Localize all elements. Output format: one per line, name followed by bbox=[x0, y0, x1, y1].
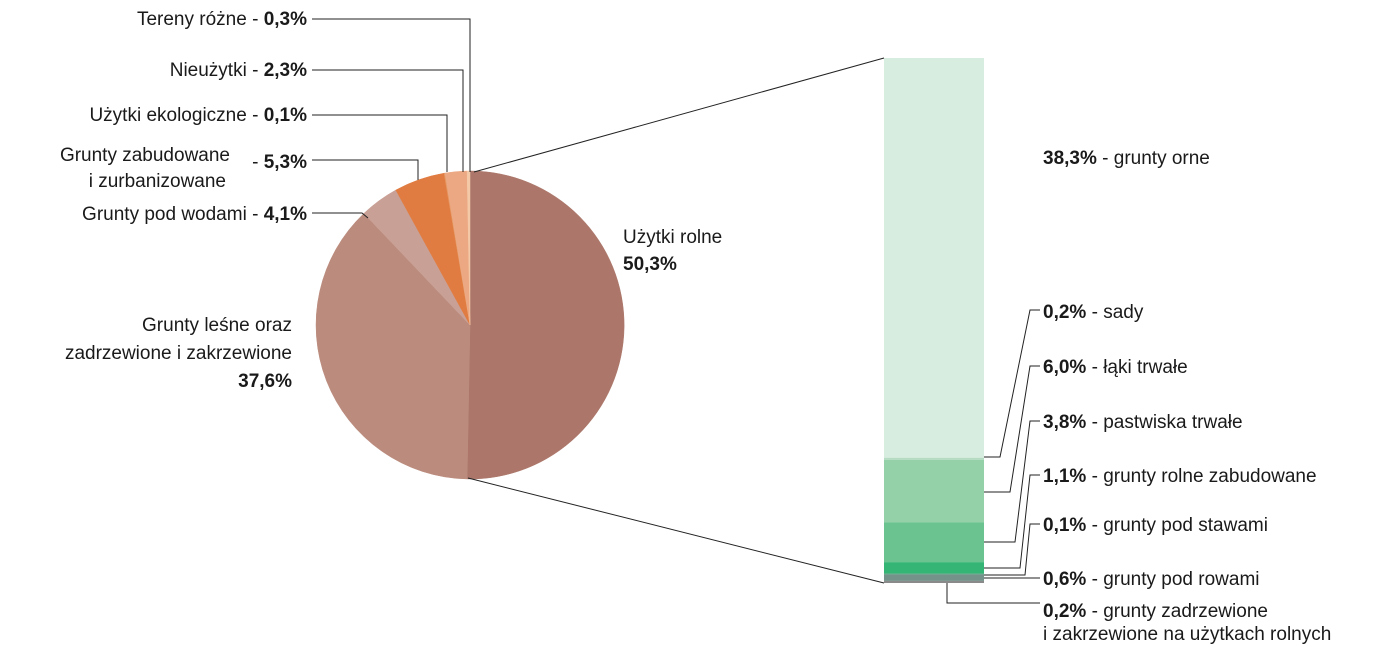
label-nieuzytki: Nieużytki - 2,3% bbox=[170, 60, 307, 81]
leader-pastwiska bbox=[984, 420, 1040, 543]
label-grunty-rolne-zabudowane: 1,1% - grunty rolne zabudowane bbox=[1043, 466, 1317, 487]
label-grunty-orne: 38,3% - grunty orne bbox=[1043, 148, 1210, 169]
label-grunty-pod-rowami: 0,6% - grunty pod rowami bbox=[1043, 569, 1260, 590]
label-pastwiska-trwale: 3,8% - pastwiska trwałe bbox=[1043, 412, 1243, 433]
leader-tereny-rozne bbox=[312, 18, 471, 172]
label-uzytki-rolne-value: 50,3% bbox=[623, 254, 677, 275]
pie-chart bbox=[315, 170, 625, 480]
leader-sady bbox=[984, 309, 1040, 458]
label-grunty-zadrzewione-line1: 0,2% - grunty zadrzewione bbox=[1043, 601, 1268, 622]
label-grunty-zadrzewione-line2: i zakrzewione na użytkach rolnych bbox=[1043, 624, 1331, 645]
pie-slice-uzytki-rolne bbox=[466, 170, 625, 480]
leader-laki bbox=[984, 365, 1040, 493]
leader-stawami bbox=[984, 523, 1040, 576]
leader-grunty-zabudowane bbox=[312, 159, 419, 180]
leader-lines bbox=[312, 18, 1040, 604]
label-grunty-lesne-line2: zadrzewione i zakrzewione bbox=[65, 343, 292, 364]
bar-segment-pastwiska-trwale bbox=[884, 522, 984, 563]
stacked-bar bbox=[884, 58, 984, 583]
label-grunty-zabudowane-value: - 5,3% bbox=[252, 152, 307, 173]
bar-segment-grunty-zadrzewione bbox=[884, 580, 984, 583]
leader-uzytki-ekologiczne bbox=[312, 114, 448, 172]
leader-zadrzewione bbox=[946, 583, 1040, 604]
bar-segment-sady bbox=[884, 457, 984, 460]
bar-segment-laki-trwale bbox=[884, 459, 984, 523]
bar-segment-grunty-pod-stawami bbox=[884, 573, 984, 575]
bar-segment-grunty-pod-rowami bbox=[884, 574, 984, 581]
label-uzytki-ekologiczne: Użytki ekologiczne - 0,1% bbox=[89, 105, 307, 126]
label-grunty-zabudowane-line2: i zurbanizowane bbox=[89, 171, 226, 192]
label-sady: 0,2% - sady bbox=[1043, 302, 1144, 323]
label-tereny-rozne: Tereny różne - 0,3% bbox=[137, 9, 307, 30]
label-grunty-lesne-value: 37,6% bbox=[238, 371, 292, 392]
label-uzytki-rolne: Użytki rolne bbox=[623, 227, 722, 248]
bar-segment-grunty-rolne-zabudowane bbox=[884, 562, 984, 574]
leader-nieuzytki bbox=[312, 69, 464, 172]
zoom-line-top bbox=[473, 57, 885, 173]
leader-rolne-zabudowane bbox=[984, 474, 1040, 569]
bar-segment-grunty-orne bbox=[884, 58, 984, 458]
label-grunty-pod-stawami: 0,1% - grunty pod stawami bbox=[1043, 515, 1268, 536]
label-laki-trwale: 6,0% - łąki trwałe bbox=[1043, 357, 1188, 378]
zoom-line-bottom bbox=[467, 477, 885, 584]
pie-slice-grunty-lesne bbox=[315, 213, 471, 480]
label-grunty-pod-wodami: Grunty pod wodami - 4,1% bbox=[82, 204, 307, 225]
label-grunty-lesne-line1: Grunty leśne oraz bbox=[142, 315, 292, 336]
leader-grunty-pod-wodami bbox=[312, 212, 369, 219]
label-grunty-zabudowane-line1: Grunty zabudowane bbox=[60, 145, 230, 166]
